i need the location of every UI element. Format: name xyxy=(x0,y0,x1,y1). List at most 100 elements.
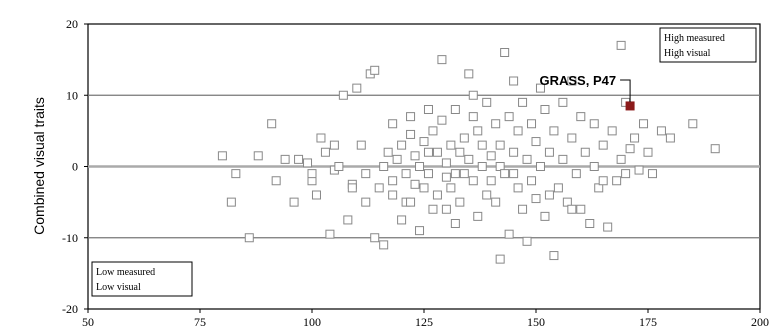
scatter-point xyxy=(311,190,321,200)
y-axis: -20 -10 0 10 20 xyxy=(62,17,88,316)
scatter-point xyxy=(625,144,635,154)
scatter-point xyxy=(468,90,478,100)
scatter-point xyxy=(621,169,631,179)
scatter-point xyxy=(280,154,290,164)
scatter-point xyxy=(580,147,590,157)
y-tick-label: 10 xyxy=(66,88,78,102)
scatter-point xyxy=(540,211,550,221)
scatter-point xyxy=(567,204,577,214)
scatter-point xyxy=(558,154,568,164)
scatter-point xyxy=(544,147,554,157)
scatter-point xyxy=(352,83,362,93)
annotation-label: GRASS, P47 xyxy=(539,73,616,88)
scatter-point xyxy=(549,251,559,261)
scatter-point xyxy=(397,140,407,150)
scatter-point xyxy=(495,254,505,264)
scatter-point xyxy=(415,226,425,236)
scatter-point xyxy=(522,236,532,246)
scatter-point xyxy=(513,126,523,136)
legend-low-line-1: Low measured xyxy=(96,267,155,278)
scatter-point xyxy=(468,176,478,186)
scatter-point xyxy=(455,197,465,207)
scatter-point xyxy=(616,40,626,50)
scatter-point xyxy=(343,215,353,225)
scatter-point xyxy=(630,133,640,143)
x-tick-label: 200 xyxy=(751,315,769,329)
scatter-point xyxy=(379,162,389,171)
scatter-point xyxy=(612,176,622,186)
x-tick-label: 50 xyxy=(82,315,94,329)
annotation-leader-line xyxy=(620,79,631,102)
scatter-point xyxy=(320,147,330,157)
scatter-point xyxy=(491,119,501,129)
scatter-point xyxy=(527,119,537,129)
scatter-point xyxy=(522,154,532,164)
scatter-point xyxy=(253,151,263,161)
scatter-point xyxy=(392,154,402,164)
scatter-point xyxy=(567,76,577,86)
scatter-point xyxy=(504,112,514,122)
scatter-point xyxy=(217,151,227,161)
scatter-point xyxy=(437,115,447,125)
y-tick-label: 20 xyxy=(66,17,78,31)
scatter-point xyxy=(406,112,416,122)
scatter-point xyxy=(383,147,393,157)
scatter-point xyxy=(589,119,599,129)
scatter-point xyxy=(464,154,474,164)
scatter-point xyxy=(428,126,438,136)
y-tick-label: -20 xyxy=(62,302,78,316)
scatter-point xyxy=(634,165,644,175)
scatter-point xyxy=(410,179,420,189)
legend-high-line-1: High measured xyxy=(664,33,725,44)
scatter-point xyxy=(500,48,510,57)
scatter-point xyxy=(316,133,326,143)
scatter-point xyxy=(513,183,523,193)
scatter-point xyxy=(388,176,398,186)
scatter-point xyxy=(271,176,281,186)
scatter-point xyxy=(486,151,496,161)
scatter-point xyxy=(468,112,478,122)
scatter-point xyxy=(491,197,501,207)
scatter-point xyxy=(441,204,451,214)
annotation: GRASS, P47 xyxy=(539,73,631,102)
scatter-point xyxy=(307,169,317,179)
scatter-point xyxy=(325,229,335,239)
scatter-point xyxy=(518,204,528,214)
legend-high-box xyxy=(659,27,757,63)
scatter-point xyxy=(446,140,456,150)
scatter-point xyxy=(603,222,613,232)
scatter-point xyxy=(531,194,541,204)
scatter-point xyxy=(379,240,389,250)
scatter-point xyxy=(607,126,617,136)
x-tick-label: 100 xyxy=(303,315,321,329)
scatter-point xyxy=(598,176,608,186)
scatter-point xyxy=(710,144,720,154)
scatter-point xyxy=(455,147,465,157)
scatter-point xyxy=(356,140,366,150)
scatter-point xyxy=(334,162,344,171)
scatter-point xyxy=(423,105,433,114)
x-tick-label: 125 xyxy=(415,315,433,329)
scatter-point xyxy=(567,133,577,143)
scatter-point xyxy=(397,215,407,225)
y-tick-label: 0 xyxy=(72,160,78,174)
scatter-point xyxy=(374,183,384,193)
scatter-point xyxy=(267,119,277,129)
scatter-point xyxy=(419,183,429,193)
scatter-point xyxy=(643,147,653,157)
scatter-point xyxy=(665,133,675,143)
scatter-point xyxy=(504,229,514,239)
scatter-point xyxy=(450,169,460,179)
scatter-point xyxy=(482,97,492,107)
scatter-point xyxy=(540,105,550,114)
scatter-point xyxy=(495,140,505,150)
legend-low: Low measured Low visual xyxy=(91,261,193,297)
scatter-point xyxy=(231,169,241,179)
scatter-point xyxy=(576,112,586,122)
scatter-point xyxy=(401,169,411,179)
scatter-point xyxy=(459,133,469,143)
scatter-point xyxy=(329,140,339,150)
legend-high: High measured High visual xyxy=(659,27,757,63)
scatter-point xyxy=(441,172,451,182)
